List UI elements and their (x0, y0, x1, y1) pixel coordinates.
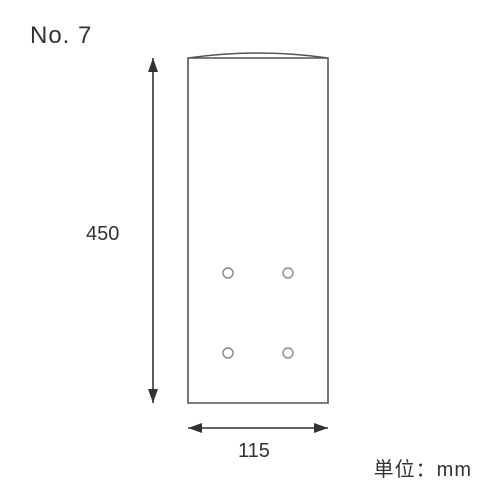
dimension-diagram: 450 115 (88, 48, 428, 458)
width-value: 115 (238, 440, 270, 463)
item-number: No. 7 (30, 22, 92, 50)
width-dimension-arrow (188, 423, 328, 433)
bag-shape (188, 53, 328, 403)
holes-group (223, 268, 293, 358)
height-value: 450 (86, 223, 119, 246)
height-dimension-arrow (148, 58, 158, 403)
diagram-svg (88, 48, 428, 458)
